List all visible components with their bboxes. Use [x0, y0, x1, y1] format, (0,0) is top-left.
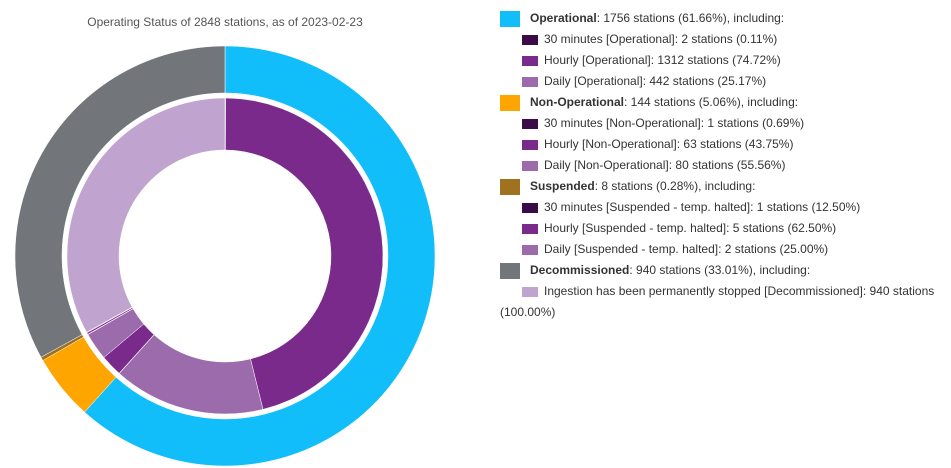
legend-name: Hourly [Operational]	[544, 53, 651, 67]
legend-detail: : 2 stations (0.11%)	[674, 32, 778, 46]
legend-swatch	[522, 139, 538, 150]
legend-detail: : 1 stations (12.50%)	[750, 200, 861, 214]
legend-detail: : 2 stations (25.00%)	[718, 242, 829, 256]
legend-detail: : 80 stations (55.56%)	[668, 158, 786, 172]
legend-subitem: Hourly [Non-Operational]: 63 stations (4…	[500, 134, 950, 155]
legend-swatch	[500, 94, 520, 111]
legend-detail: : 8 stations (0.28%), including:	[594, 179, 756, 193]
legend-item: Suspended: 8 stations (0.28%), including…	[500, 176, 950, 197]
legend-detail: : 1 stations (0.69%)	[700, 116, 805, 130]
legend-detail: : 63 stations (43.75%)	[676, 137, 794, 151]
inner-slice	[66, 97, 226, 333]
legend-detail: : 5 stations (62.50%)	[726, 221, 837, 235]
legend-detail: : 1312 stations (74.72%)	[650, 53, 781, 67]
legend-swatch	[500, 178, 520, 195]
legend-swatch	[522, 286, 538, 297]
legend-name: 30 minutes [Non-Operational]	[544, 116, 701, 130]
chart: Operating Status of 2848 stations, as of…	[14, 15, 436, 467]
legend-swatch	[522, 118, 538, 129]
legend-name: Daily [Suspended - temp. halted]	[544, 242, 719, 256]
legend-swatch	[500, 262, 520, 279]
legend-name: Daily [Operational]	[544, 74, 643, 88]
legend-name: Ingestion has been permanently stopped […	[544, 284, 863, 298]
legend-name: 30 minutes [Operational]	[544, 32, 675, 46]
legend-item: Decommissioned: 940 stations (33.01%), i…	[500, 260, 950, 281]
legend-swatch	[522, 244, 538, 255]
outer-slice	[14, 45, 226, 358]
legend-subitem: Daily [Non-Operational]: 80 stations (55…	[500, 155, 950, 176]
legend-detail: : 442 stations (25.17%)	[642, 74, 767, 88]
legend-detail: : 1756 stations (61.66%), including:	[596, 11, 785, 25]
legend-subitem: Ingestion has been permanently stopped […	[500, 281, 950, 323]
legend-swatch	[522, 223, 538, 234]
legend-subitem: 30 minutes [Suspended - temp. halted]: 1…	[500, 197, 950, 218]
legend-name: Hourly [Non-Operational]	[544, 137, 677, 151]
legend-subitem: 30 minutes [Operational]: 2 stations (0.…	[500, 29, 950, 50]
legend-subitem: Daily [Operational]: 442 stations (25.17…	[500, 71, 950, 92]
legend-detail: : 940 stations (33.01%), including:	[629, 263, 811, 277]
legend-name: Operational	[530, 11, 597, 25]
legend: Operational: 1756 stations (61.66%), inc…	[500, 8, 950, 323]
legend-detail: : 940 stations (100.00%)	[500, 284, 935, 319]
legend-swatch	[522, 76, 538, 87]
legend-name: Daily [Non-Operational]	[544, 158, 669, 172]
legend-subitem: 30 minutes [Non-Operational]: 1 stations…	[500, 113, 950, 134]
legend-subitem: Hourly [Suspended - temp. halted]: 5 sta…	[500, 218, 950, 239]
legend-item: Non-Operational: 144 stations (5.06%), i…	[500, 92, 950, 113]
legend-swatch	[500, 10, 520, 27]
legend-swatch	[522, 55, 538, 66]
legend-name: 30 minutes [Suspended - temp. halted]	[544, 200, 751, 214]
legend-detail: : 144 stations (5.06%), including:	[624, 95, 799, 109]
outer-slice	[84, 45, 436, 467]
legend-item: Operational: 1756 stations (61.66%), inc…	[500, 8, 950, 29]
legend-name: Suspended	[530, 179, 595, 193]
legend-name: Hourly [Suspended - temp. halted]	[544, 221, 727, 235]
legend-swatch	[522, 34, 538, 45]
legend-subitem: Daily [Suspended - temp. halted]: 2 stat…	[500, 239, 950, 260]
legend-subitem: Hourly [Operational]: 1312 stations (74.…	[500, 50, 950, 71]
legend-name: Non-Operational	[530, 95, 625, 109]
legend-name: Decommissioned	[530, 263, 630, 277]
legend-swatch	[522, 160, 538, 171]
chart-title: Operating Status of 2848 stations, as of…	[87, 15, 363, 29]
legend-swatch	[522, 202, 538, 213]
